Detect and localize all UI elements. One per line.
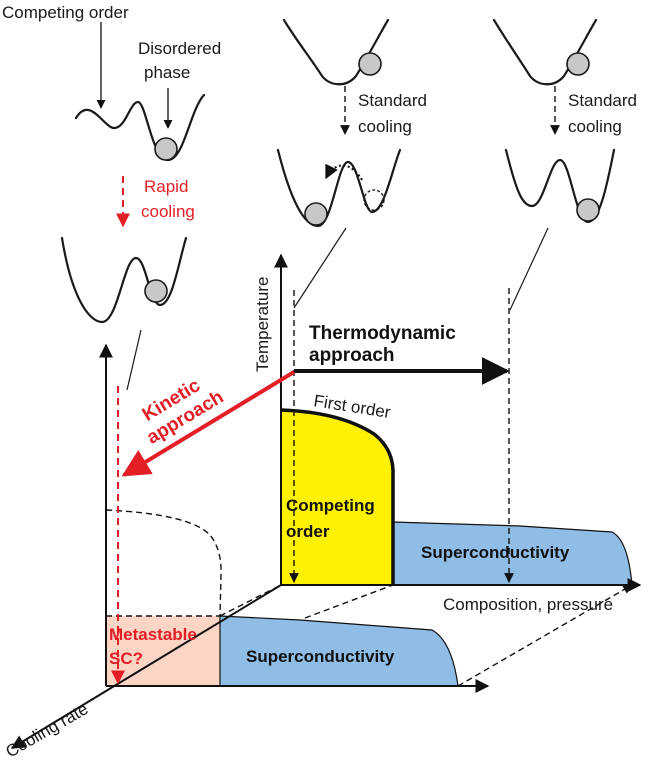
label-thermodynamic-1: Thermodynamic [309, 323, 456, 344]
label-sc-front: Superconductivity [246, 647, 395, 666]
projected-boundary-dash [105, 509, 222, 617]
label-metastable-1: Metastable [109, 625, 197, 644]
kinetic-arrow [121, 370, 296, 477]
connector-dash-3 [457, 584, 633, 687]
label-disordered-phase-2: phase [144, 63, 190, 82]
connector-dash-2 [304, 584, 394, 619]
potential-well-rapid [60, 236, 188, 324]
label-thermodynamic-2: approach [309, 345, 395, 366]
label-temperature-axis: Temperature [253, 277, 272, 372]
first-order-boundary [280, 408, 395, 585]
label-standard-cooling-2a: Standard [568, 91, 637, 110]
metastable-sc-region [106, 616, 220, 686]
label-rapid-cooling-2: cooling [141, 202, 195, 221]
label-standard-cooling-2b: cooling [568, 117, 622, 136]
label-standard-cooling-1a: Standard [358, 91, 427, 110]
leader-line-1 [126, 329, 142, 391]
competing-order-region [281, 410, 393, 585]
potential-well-standard-2-bottom [504, 148, 616, 224]
potential-well-standard-2-top [492, 18, 598, 86]
label-disordered-phase-1: Disordered [138, 39, 221, 58]
label-standard-cooling-1b: cooling [358, 117, 412, 136]
potential-well-standard-1-top [282, 18, 390, 86]
potential-well-initial [74, 93, 206, 162]
cooling-rate-axis [10, 584, 282, 749]
connector-dash-1 [219, 584, 282, 617]
leader-line-2 [293, 227, 347, 309]
label-metastable-2: SC? [109, 649, 143, 668]
label-competing-order: Competing order [2, 3, 129, 22]
label-cooling-rate-axis: Cooling rate [3, 699, 92, 761]
leader-line-3 [509, 227, 549, 311]
label-sc-back: Superconductivity [421, 543, 570, 562]
label-rapid-cooling-1: Rapid [144, 177, 188, 196]
label-competing-region-2: order [286, 522, 330, 541]
label-competing-region-1: Competing [286, 496, 375, 515]
label-composition-axis: Composition, pressure [443, 595, 613, 614]
potential-well-standard-1-bottom [276, 148, 402, 228]
